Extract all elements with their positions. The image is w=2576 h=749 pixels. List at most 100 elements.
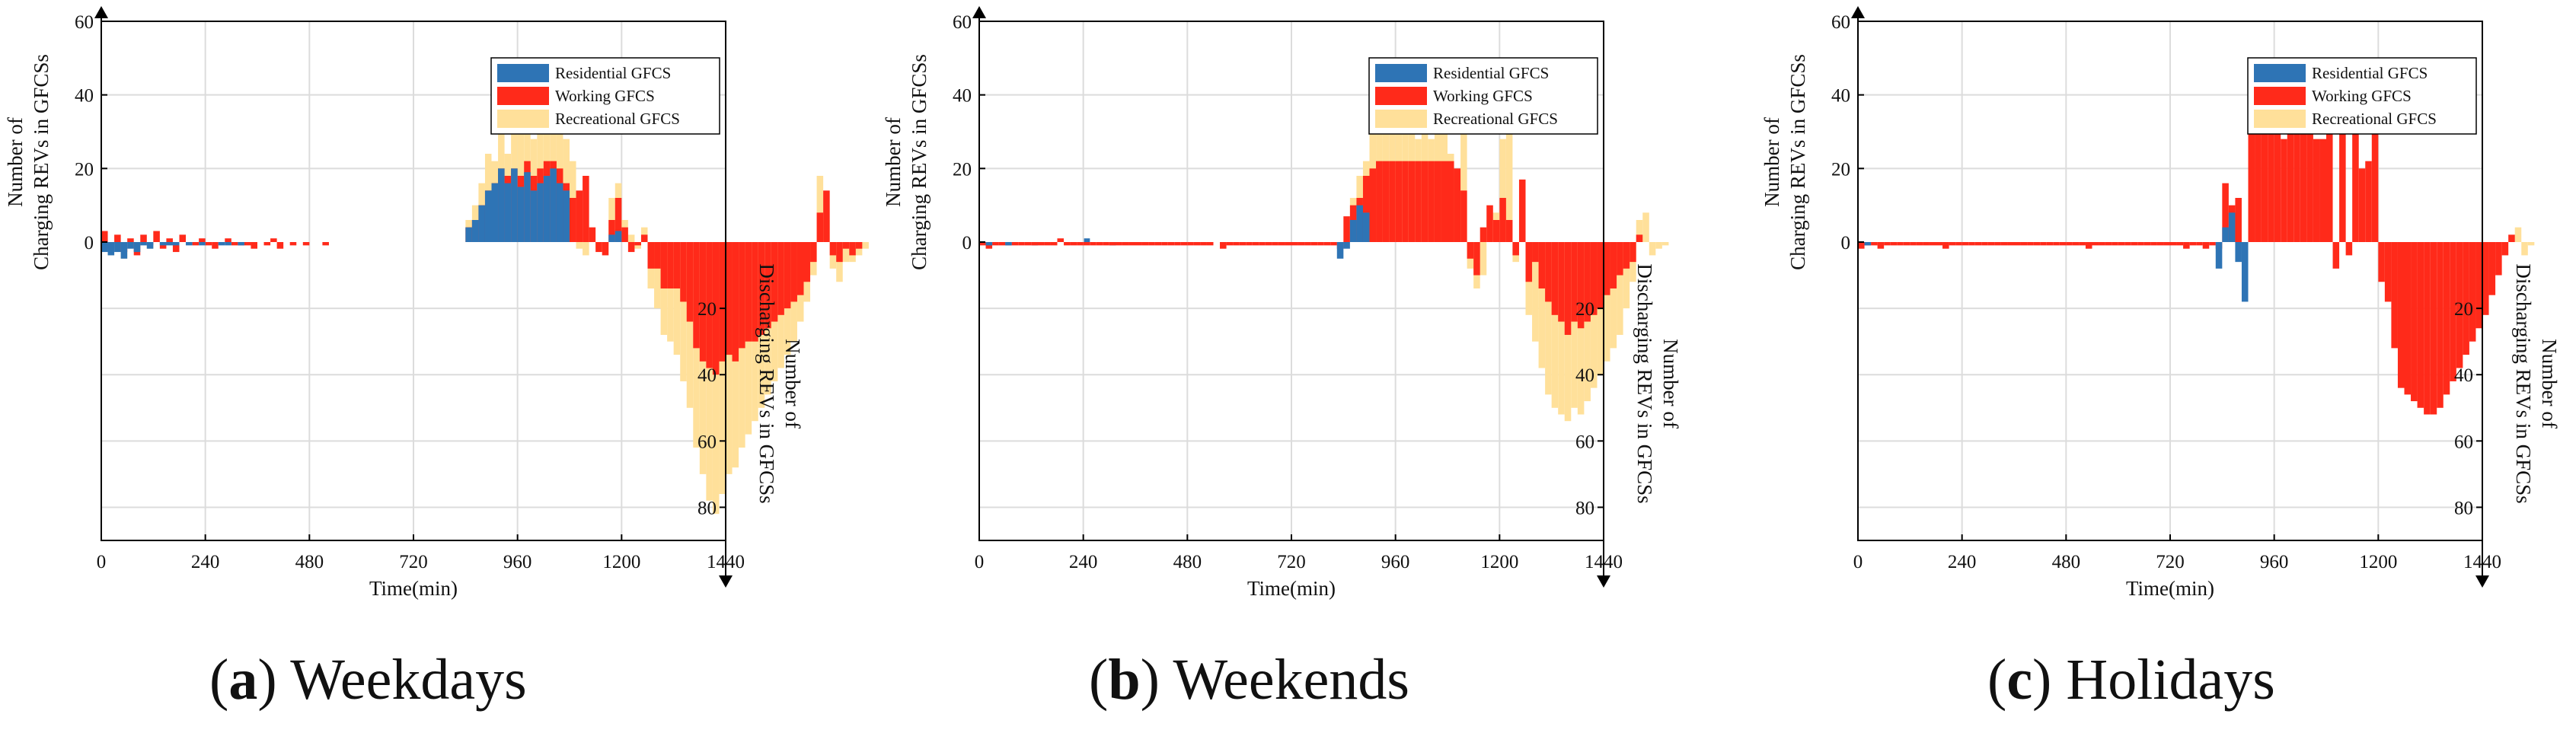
bar (1226, 242, 1234, 246)
bar (1330, 242, 1337, 246)
bar (1551, 242, 1559, 408)
bar (1492, 220, 1500, 242)
bar (212, 242, 219, 249)
bar (829, 242, 837, 256)
bar (842, 242, 850, 263)
bar (2294, 88, 2300, 242)
bar (576, 242, 583, 249)
bar (739, 242, 745, 349)
bar (543, 176, 551, 242)
bar (498, 168, 505, 242)
bar (2300, 116, 2307, 242)
bar (270, 238, 277, 242)
bar (1362, 176, 1370, 242)
y-axis-label-line: Number of (4, 117, 27, 207)
bar (231, 242, 238, 246)
bar (140, 242, 147, 246)
bar (1448, 161, 1454, 242)
y-tick-label: 20 (1831, 159, 1850, 180)
bar (2112, 242, 2118, 246)
bar (471, 220, 479, 242)
x-tick-label: 0 (97, 552, 107, 572)
bar (570, 198, 576, 242)
bar (1317, 242, 1324, 246)
bar (140, 234, 147, 242)
bar (1617, 242, 1623, 276)
legend-label: Residential GFCS (2312, 64, 2428, 82)
bar (179, 234, 187, 242)
bar (199, 238, 206, 242)
bar (1421, 161, 1428, 242)
x-tick-label: 480 (295, 552, 324, 572)
bar (2079, 242, 2086, 246)
bar (2319, 139, 2326, 242)
bar (680, 242, 687, 381)
bar (1122, 242, 1129, 246)
bar (816, 176, 824, 242)
bar (1974, 242, 1982, 246)
legend-label: Recreational GFCS (1433, 110, 1558, 128)
legend-swatch (497, 87, 549, 105)
bar (2099, 242, 2105, 246)
x-tick-label: 240 (1069, 552, 1098, 572)
bar (1376, 161, 1383, 242)
bar (2339, 116, 2346, 242)
bar (218, 242, 225, 246)
bar (1936, 242, 1943, 246)
bar (654, 242, 661, 309)
bar (1897, 242, 1904, 246)
x-tick-label: 720 (2156, 552, 2185, 572)
bar (1285, 242, 1291, 246)
y2-axis-arrow (1597, 575, 1610, 588)
bar (849, 242, 856, 256)
bar (2046, 242, 2054, 246)
bar (2085, 242, 2092, 249)
y2-axis-label-line: Number of (1659, 339, 1682, 429)
legend-swatch (497, 64, 549, 82)
bar (777, 242, 784, 315)
y-axis-label: Number of Charging REVs in GFCSs (4, 54, 53, 270)
bar (1617, 242, 1623, 335)
bar (602, 242, 609, 256)
bar (654, 242, 661, 269)
bar (491, 183, 499, 242)
bar (2527, 242, 2535, 246)
bar (465, 227, 472, 242)
bar (101, 231, 108, 242)
bar (1987, 242, 1995, 246)
bar (1259, 242, 1266, 246)
bar (640, 234, 648, 242)
bar (478, 205, 485, 242)
y-tick-label: 40 (953, 86, 972, 107)
bar (1116, 242, 1122, 246)
bar (1161, 242, 1168, 246)
legend: Residential GFCS Working GFCS Recreational… (1368, 57, 1598, 135)
bar (1310, 242, 1318, 246)
bar (1024, 242, 1032, 246)
bar (1291, 242, 1298, 246)
bar (114, 242, 121, 253)
bar (583, 176, 589, 242)
series-recreational-gfcs (2514, 227, 2535, 256)
bar (621, 227, 628, 242)
bar (1369, 168, 1377, 242)
y2-tick-label: 40 (2454, 365, 2473, 386)
bar (1018, 242, 1025, 246)
bar (855, 242, 863, 249)
bar (1518, 179, 1526, 242)
x-tick-label: 480 (1173, 552, 1202, 572)
legend-swatch (2254, 110, 2306, 128)
bar (667, 242, 674, 342)
bar (133, 242, 141, 253)
bar (1064, 242, 1071, 246)
bar (790, 242, 797, 302)
bar (511, 168, 518, 242)
legend-swatch (1375, 110, 1427, 128)
bar (153, 231, 160, 242)
bar (1968, 242, 1975, 246)
bar (1011, 242, 1019, 246)
bar (1343, 242, 1350, 249)
bar (719, 242, 726, 495)
x-tick-label: 960 (1381, 552, 1410, 572)
legend-label: Working GFCS (1433, 87, 1533, 105)
